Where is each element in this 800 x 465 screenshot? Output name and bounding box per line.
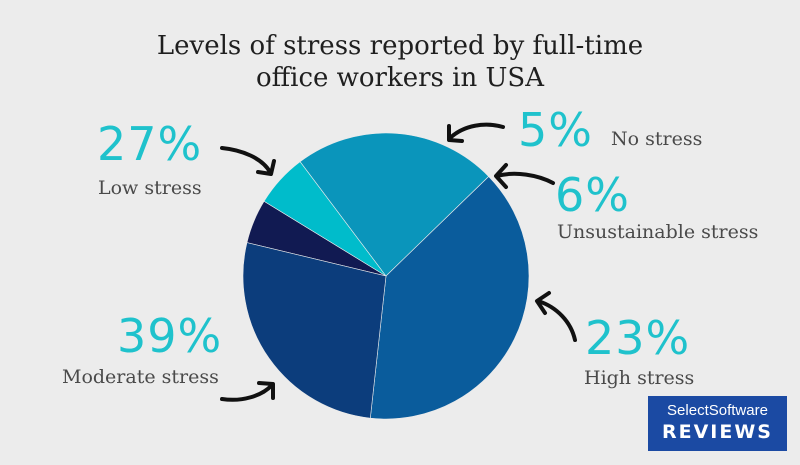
unsustainable-stress-label: Unsustainable stress (557, 221, 759, 243)
no-stress-value: 5% (518, 103, 593, 157)
low-stress-value: 27% (97, 117, 203, 171)
logo-line-1: SelectSoftware (667, 402, 768, 419)
arrow-moderate-stress (220, 381, 275, 402)
pie-slices (242, 132, 530, 420)
pie-slice-low-stress (242, 242, 387, 419)
chart-title-line-1: Levels of stress reported by full-time (156, 31, 644, 61)
pie-slice-moderate-stress (369, 176, 530, 420)
annotation-arrows (220, 122, 577, 402)
low-stress-label: Low stress (98, 177, 202, 199)
no-stress-label: No stress (611, 128, 703, 150)
arrow-high-stress (535, 291, 577, 342)
chart-title-line-2: office workers in USA (256, 63, 544, 93)
pie-slice-high-stress (299, 132, 490, 277)
high-stress-label: High stress (584, 367, 695, 389)
moderate-stress-label: Moderate stress (62, 366, 219, 388)
high-stress-value: 23% (585, 311, 691, 365)
logo-line-2: REVIEWS (661, 421, 773, 443)
arrow-no-stress (447, 122, 505, 143)
unsustainable-stress-value: 6% (555, 168, 630, 222)
chart-title: Levels of stress reported by full-time o… (0, 30, 800, 94)
moderate-stress-value: 39% (117, 309, 223, 363)
selectsoftware-reviews-logo: SelectSoftware REVIEWS (648, 396, 787, 451)
arrow-low-stress (220, 146, 276, 176)
arrow-unsustainable-stress (494, 163, 555, 189)
